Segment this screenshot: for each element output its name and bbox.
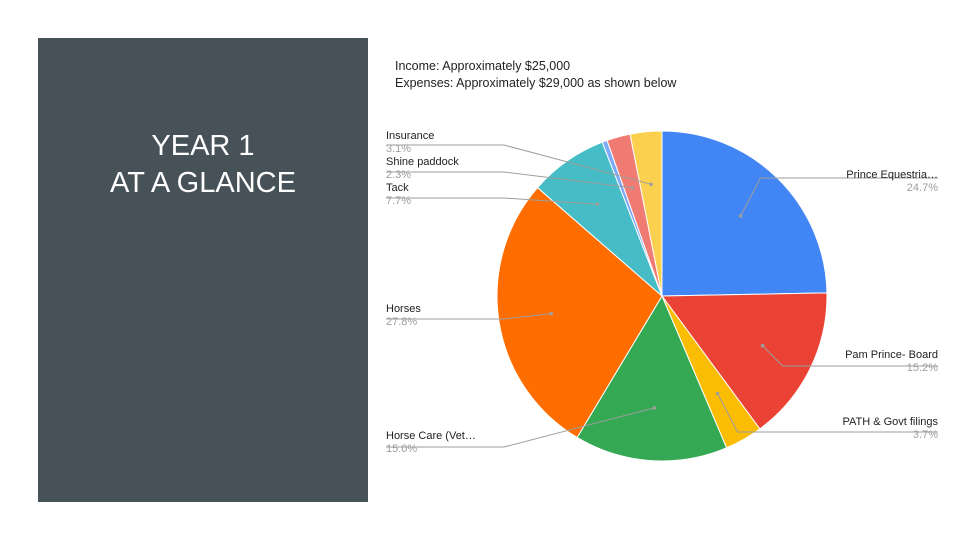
- pie-slice: [661, 292, 828, 430]
- slice-percent-label: 15.0%: [386, 443, 417, 455]
- slice-label: Pam Prince- Board: [845, 349, 938, 361]
- leader-line: [386, 144, 652, 185]
- pie-slice: [629, 130, 663, 297]
- slice-percent-label: 15.2%: [907, 362, 938, 374]
- expenses-text: Expenses: Approximately $29,000 as shown…: [395, 76, 677, 90]
- leader-line: [386, 197, 598, 205]
- leader-line: [386, 407, 655, 448]
- slice-label: PATH & Govt filings: [842, 416, 938, 428]
- slice-label: Tack: [386, 182, 409, 194]
- slice-label: Horse Care (Vet…: [386, 430, 476, 442]
- budget-summary: Income: Approximately $25,000 Expenses: …: [395, 58, 676, 92]
- slice-percent-label: 3.7%: [913, 429, 938, 441]
- slice-label: Horses: [386, 303, 421, 315]
- slice-label: Prince Equestria…: [846, 169, 938, 181]
- income-text: Income: Approximately $25,000: [395, 59, 571, 73]
- leader-line: [386, 313, 552, 320]
- slice-label: Shine paddock: [386, 156, 459, 168]
- leader-line: [762, 345, 938, 367]
- title-line-2: AT A GLANCE: [110, 167, 296, 199]
- slide-title: YEAR 1 AT A GLANCE: [38, 128, 368, 202]
- title-panel: YEAR 1 AT A GLANCE: [38, 38, 368, 502]
- slice-percent-label: 2.3%: [386, 169, 411, 181]
- leader-line: [717, 393, 938, 433]
- pie-slice: [661, 130, 828, 297]
- leader-line: [740, 177, 938, 217]
- slice-percent-label: 3.1%: [386, 143, 411, 155]
- pie-slice: [496, 186, 663, 439]
- pie-slice: [576, 294, 728, 462]
- slice-percent-label: 7.7%: [386, 195, 411, 207]
- slice-percent-label: 24.7%: [907, 182, 938, 194]
- leader-line: [386, 171, 633, 189]
- slice-percent-label: 27.8%: [386, 316, 417, 328]
- title-line-1: YEAR 1: [151, 130, 255, 162]
- slice-label: Insurance: [386, 130, 434, 142]
